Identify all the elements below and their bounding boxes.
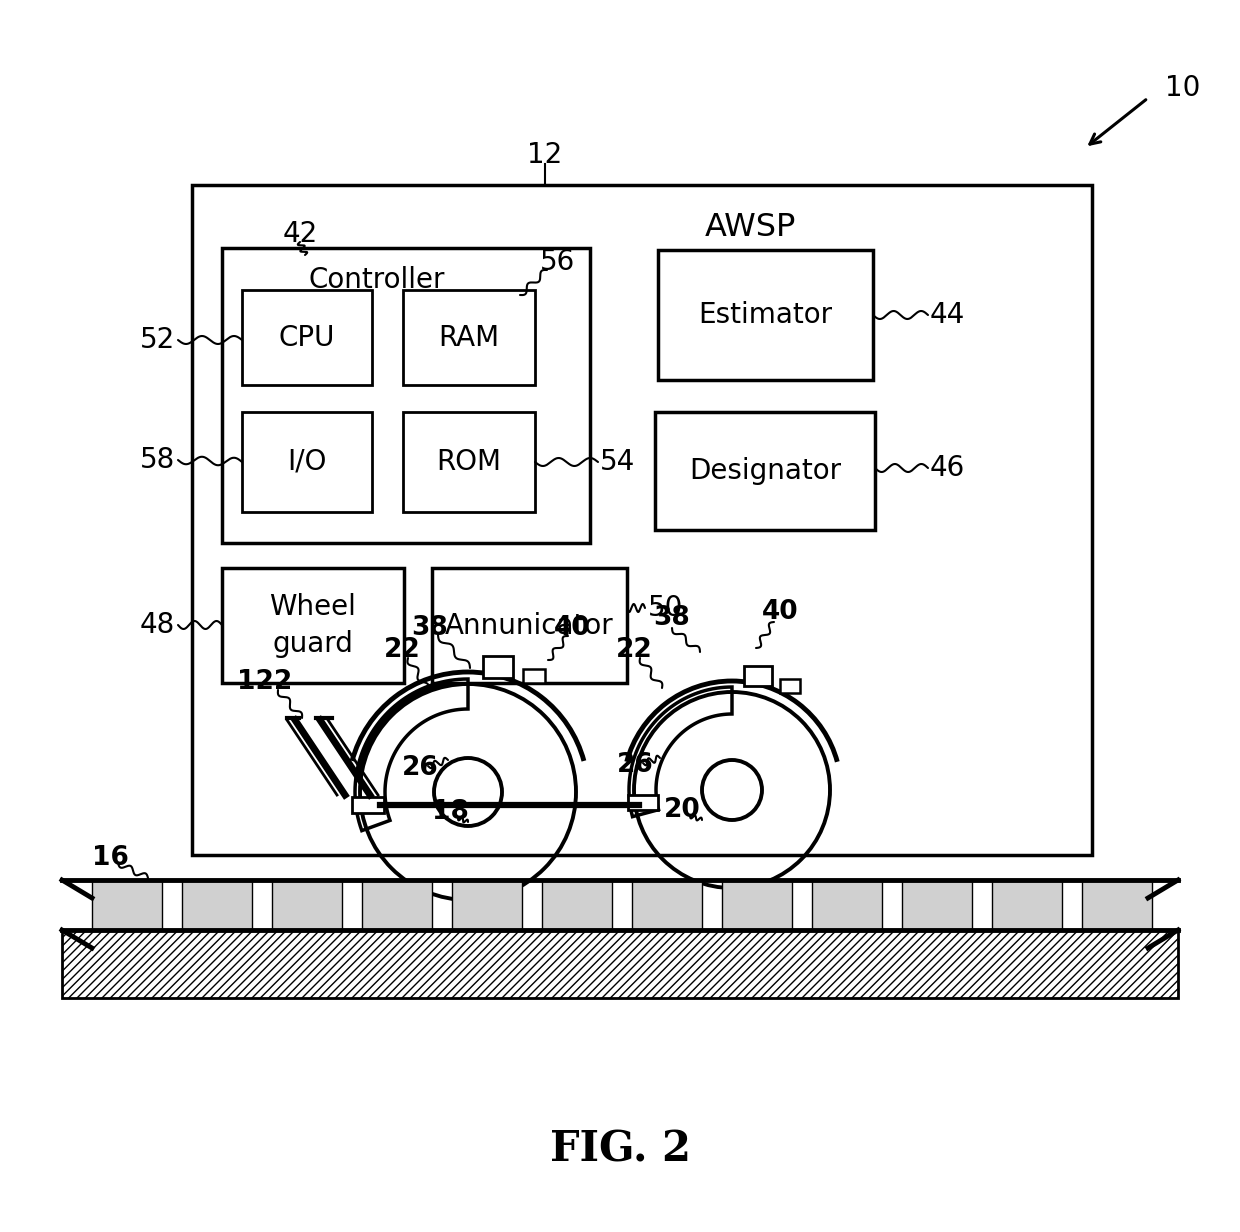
Text: 44: 44 (930, 301, 965, 329)
Text: 20: 20 (663, 797, 701, 823)
Bar (192, 185, 1092, 855)
Bar (272, 880, 342, 930)
Text: ROM: ROM (436, 448, 501, 476)
Bar (523, 669, 546, 683)
Text: 12: 12 (527, 140, 563, 169)
Text: 26: 26 (402, 755, 439, 781)
Bar (658, 250, 873, 379)
Bar (182, 880, 252, 930)
Text: RAM: RAM (439, 324, 500, 351)
Text: 42: 42 (283, 221, 317, 248)
Bar (992, 880, 1061, 930)
Text: 18: 18 (432, 800, 469, 825)
Bar (242, 290, 372, 384)
Text: Controller: Controller (309, 266, 445, 294)
Bar (627, 795, 658, 809)
Text: I/O: I/O (288, 448, 326, 476)
Text: 40: 40 (554, 615, 590, 641)
Bar (222, 248, 590, 543)
Bar (542, 880, 613, 930)
Bar (62, 930, 1178, 998)
Text: 46: 46 (930, 455, 965, 482)
Text: 38: 38 (412, 615, 449, 641)
Bar (722, 880, 792, 930)
Bar (901, 880, 972, 930)
Text: 22: 22 (383, 637, 420, 663)
Text: 22: 22 (615, 637, 652, 663)
Bar (812, 880, 882, 930)
Text: 58: 58 (140, 446, 175, 474)
Bar (432, 568, 627, 683)
Text: AWSP: AWSP (704, 212, 796, 243)
Text: 50: 50 (649, 594, 683, 622)
Text: 56: 56 (541, 248, 575, 276)
Bar (453, 880, 522, 930)
Bar (222, 568, 404, 683)
Text: Annunicator: Annunicator (445, 611, 614, 639)
Text: 10: 10 (1166, 74, 1200, 102)
Text: Designator: Designator (689, 457, 841, 485)
Text: 52: 52 (140, 326, 175, 354)
Text: 54: 54 (600, 448, 635, 476)
Bar (403, 290, 534, 384)
Text: 16: 16 (92, 845, 129, 871)
Bar (632, 880, 702, 930)
Text: 26: 26 (616, 752, 653, 777)
Bar (352, 797, 384, 813)
Text: 122: 122 (237, 669, 293, 695)
Bar (242, 411, 372, 513)
Bar (92, 880, 162, 930)
Bar (484, 655, 513, 678)
Bar (655, 411, 875, 530)
Text: 40: 40 (761, 599, 799, 625)
Text: FIG. 2: FIG. 2 (549, 1129, 691, 1170)
Bar (362, 880, 432, 930)
Bar (1083, 880, 1152, 930)
Bar (403, 411, 534, 513)
Bar (780, 679, 800, 692)
Text: CPU: CPU (279, 324, 335, 351)
Text: 48: 48 (140, 611, 175, 639)
Text: 38: 38 (653, 605, 691, 631)
Text: Wheel
guard: Wheel guard (269, 593, 356, 658)
Text: Estimator: Estimator (698, 301, 832, 329)
Bar (744, 667, 773, 686)
